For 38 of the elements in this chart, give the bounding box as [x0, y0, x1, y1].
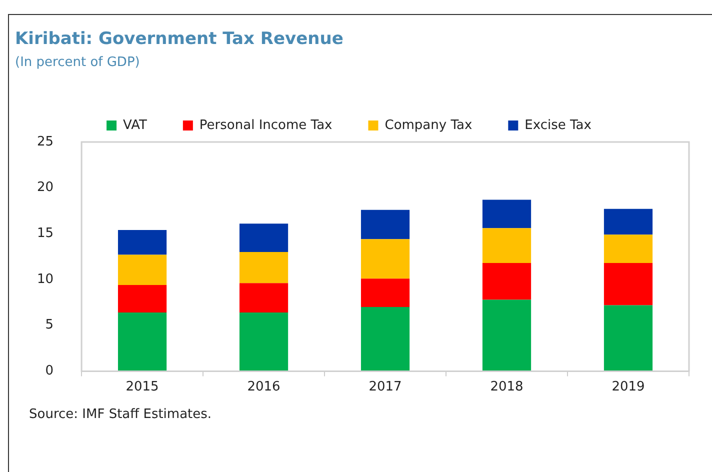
chart-subtitle: (In percent of GDP) [15, 55, 140, 70]
bar [360, 210, 410, 240]
source-note: Source: IMF Staff Estimates. [29, 407, 212, 422]
bar [482, 300, 532, 372]
legend-label: Excise Tax [524, 118, 592, 133]
x-tick-label: 2019 [612, 379, 645, 394]
bar [604, 234, 653, 264]
legend-label: Personal Income Tax [199, 118, 333, 133]
y-tick-label: 15 [36, 226, 54, 242]
y-tick-label: 25 [36, 134, 54, 150]
y-tick-label: 0 [45, 364, 54, 379]
bar [360, 307, 410, 372]
bar [482, 263, 532, 300]
chart-title: Kiribati: Government Tax Revenue [15, 29, 344, 49]
bar [118, 312, 167, 372]
bar [239, 283, 288, 313]
bar [482, 200, 532, 228]
x-tick-label: 2018 [490, 379, 524, 394]
y-tick-label: 5 [45, 318, 54, 333]
bar [604, 263, 653, 306]
bar [118, 230, 167, 255]
bar [360, 278, 410, 308]
bar [604, 208, 653, 235]
bar [118, 254, 167, 286]
legend-label: VAT [123, 118, 147, 133]
bar [239, 224, 288, 252]
bar [118, 285, 167, 313]
y-tick-label: 20 [36, 180, 54, 196]
x-tick-label: 2017 [368, 379, 402, 394]
bar [239, 312, 288, 372]
bar [239, 252, 288, 284]
bar [482, 228, 532, 264]
bar [604, 305, 653, 372]
legend-label: Company Tax [384, 118, 472, 133]
x-tick-label: 2016 [247, 379, 280, 394]
bar [360, 239, 410, 279]
x-tick-label: 2015 [126, 379, 159, 394]
y-tick-label: 10 [36, 272, 54, 287]
